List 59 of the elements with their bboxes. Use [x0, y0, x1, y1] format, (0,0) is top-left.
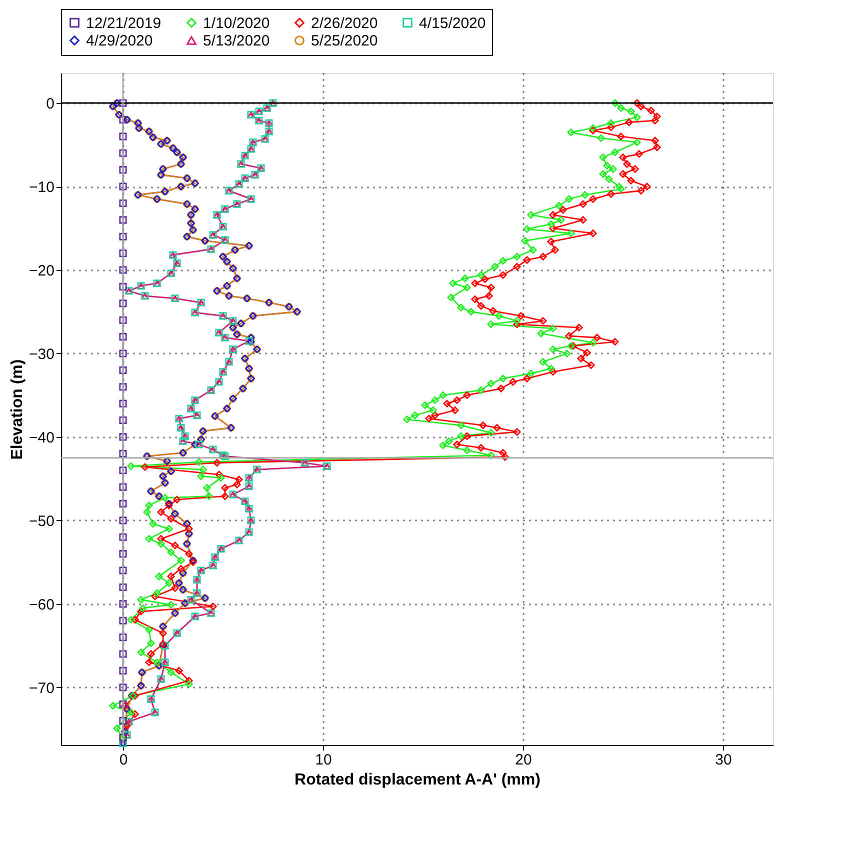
legend-label: 1/10/2020 [203, 14, 270, 32]
legend-label: 2/26/2020 [311, 14, 378, 32]
x-tick-label: 0 [119, 752, 128, 768]
y-tick-label: 0 [46, 96, 54, 113]
point [119, 550, 127, 558]
y-tick-label: −50 [29, 512, 54, 530]
point [119, 666, 127, 674]
point [119, 166, 127, 174]
y-tick-label: −60 [29, 596, 54, 614]
point [119, 533, 127, 541]
point [119, 500, 127, 508]
point [119, 216, 127, 224]
y-axis-title: Elevation (m) [9, 359, 26, 460]
point [119, 282, 127, 290]
point [119, 333, 127, 341]
point [119, 132, 127, 140]
point [119, 350, 127, 358]
point [119, 600, 127, 608]
y-tick-label: −70 [29, 680, 54, 697]
point [119, 583, 127, 592]
legend-label: 5/13/2020 [203, 32, 270, 50]
point [119, 616, 127, 624]
point [119, 650, 127, 658]
point [119, 717, 127, 725]
point [119, 316, 127, 324]
point [119, 99, 127, 107]
point [119, 366, 127, 374]
point [119, 700, 127, 708]
point [119, 250, 127, 258]
y-tick-label: −10 [29, 179, 54, 196]
point [119, 383, 127, 391]
legend-label: 4/15/2020 [419, 14, 486, 32]
point [119, 684, 127, 692]
x-tick-label: 20 [515, 752, 532, 768]
point [119, 149, 127, 157]
legend-label: 4/29/2020 [86, 32, 153, 50]
point [119, 416, 127, 424]
x-tick-label: 10 [315, 752, 332, 768]
legend-label: 5/25/2020 [311, 32, 378, 50]
point [119, 266, 127, 274]
x-axis-title: Rotated displacement A-A' (mm) [294, 772, 540, 788]
point [119, 466, 127, 474]
point [119, 116, 127, 124]
point [119, 566, 127, 574]
point [119, 400, 127, 408]
point [119, 516, 127, 524]
y-tick-label: −20 [29, 262, 54, 280]
point [119, 483, 127, 491]
legend-label: 12/21/2019 [86, 14, 162, 32]
point [119, 634, 127, 642]
point [119, 450, 127, 458]
point [119, 433, 127, 441]
y-tick-label: −30 [29, 346, 54, 363]
point [119, 199, 127, 208]
point [119, 300, 127, 308]
y-tick-label: −40 [29, 429, 54, 446]
point [119, 182, 127, 190]
x-tick-label: 30 [715, 752, 732, 768]
point [119, 232, 127, 240]
